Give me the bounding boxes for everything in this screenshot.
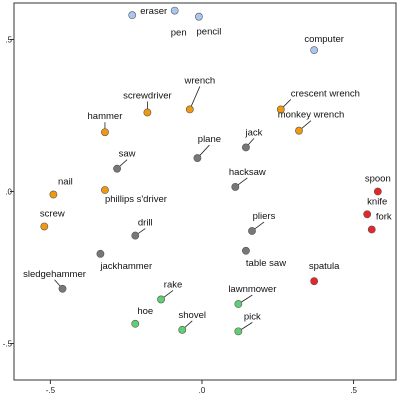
label-pen: pen [171,28,187,39]
point-monkey-wrench [295,126,303,135]
label-fork: fork [376,212,392,223]
label-shovel: shovel [179,310,206,321]
point-wrench [185,105,194,114]
axis-ticks: -.5 .0 .5 .5 .0 -.5 [3,35,358,395]
y-tick-label-1: .0 [5,188,12,197]
point-table-saw [242,246,250,255]
label-hammer: hammer [88,111,123,122]
point-hoe [131,319,140,328]
label-jackhammer: jackhammer [99,261,152,272]
point-pick [234,327,243,336]
label-monkey-wrench: monkey wrench [278,110,345,121]
point-eraser [128,11,137,20]
label-sledgehammer: sledgehammer [23,269,86,280]
label-pliers: pliers [253,211,276,222]
point-pen [170,6,179,15]
label-pick: pick [244,311,261,322]
label-saw: saw [119,149,136,160]
y-tick-label-0: .5 [5,35,12,44]
label-pencil: pencil [197,27,222,38]
y-tick-label-2: -.5 [3,340,13,349]
point-crescent-wrench [276,105,285,114]
label-hacksaw: hacksaw [229,167,266,178]
point-spatula [310,277,319,286]
plot-frame [13,2,397,381]
label-drill: drill [138,218,153,229]
label-lawnmower: lawnmower [228,284,276,295]
point-rake [157,295,165,304]
x-tick-label-1: .0 [199,386,206,395]
point-hammer [101,128,109,137]
label-eraser: eraser [140,6,167,17]
label-spatula: spatula [309,261,340,272]
label-rake: rake [164,279,182,290]
label-computer: computer [304,34,344,45]
label-table-saw: table saw [246,258,286,269]
x-tick-label-0: -.5 [46,386,56,395]
point-knife [363,210,372,219]
point-spoon [373,187,382,196]
point-screw [40,222,49,231]
point-fork [367,225,376,234]
label-nail: nail [58,177,73,188]
point-screwdriver [143,108,152,117]
label-screw: screw [40,208,65,219]
point-saw [113,164,121,173]
label-plane: plane [198,134,221,145]
point-drill [131,231,140,240]
point-plane [193,154,202,162]
point-lawnmower [234,300,243,308]
leader-wrench [189,86,201,110]
point-jack [242,143,250,152]
point-shovel [178,325,187,334]
label-screwdriver: screwdriver [123,90,172,101]
x-tick-label-2: .5 [350,386,357,395]
label-spoon: spoon [365,174,391,185]
label-hoe: hoe [137,306,153,317]
point-sledgehammer [58,284,67,293]
point-phillips-s-driver [101,186,109,194]
point-computer [310,46,319,55]
label-jack: jack [244,127,262,138]
point-pencil [195,12,203,21]
label-knife: knife [367,196,387,207]
label-wrench: wrench [184,75,216,86]
label-crescent-wrench: crescent wrench [291,88,360,99]
point-labels: eraser pen pencil computer hammerscrewdriver… [23,6,392,322]
data-points [40,6,382,336]
point-jackhammer [96,249,105,258]
point-pliers [248,227,256,235]
label-phillips-s-driver: phillips s'driver [105,194,167,205]
point-hacksaw [231,183,240,191]
point-nail [49,190,58,199]
